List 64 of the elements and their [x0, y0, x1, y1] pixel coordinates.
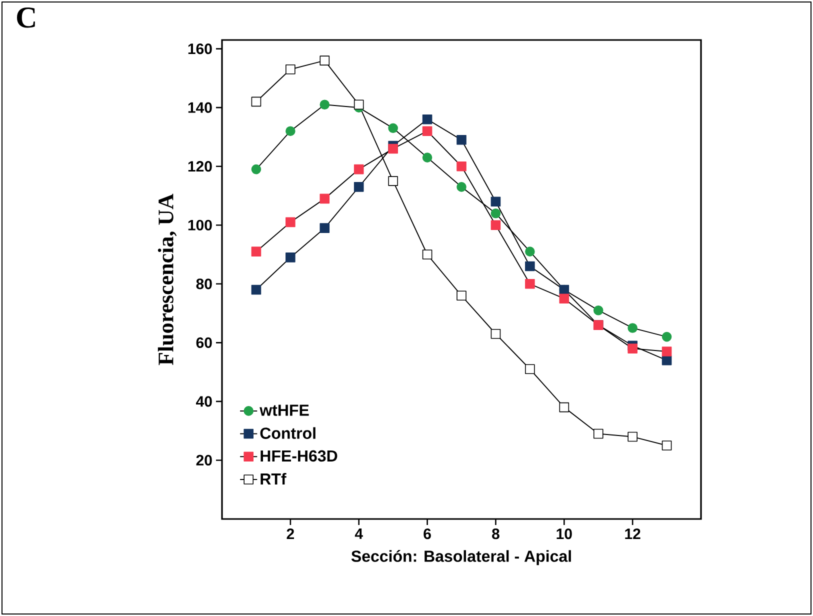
- y-tick-label: 40: [196, 396, 212, 407]
- point: [593, 305, 604, 316]
- x-tick-label: 10: [556, 528, 572, 540]
- x-tick-label: 4: [354, 528, 363, 539]
- y-tick-label: 160: [188, 44, 212, 54]
- point: [422, 126, 432, 136]
- y-tick-label: 120: [188, 161, 212, 172]
- point: [456, 182, 466, 192]
- text: C: [16, 8, 35, 28]
- point: [320, 223, 330, 233]
- x-tick-label: 12: [625, 528, 640, 540]
- point: [320, 56, 330, 66]
- point: [422, 114, 432, 124]
- x-tick-label: 6: [424, 528, 431, 540]
- x-tick-label: 8: [492, 528, 500, 540]
- y-tick-label: 80: [196, 278, 212, 290]
- point: [628, 432, 638, 442]
- point: [422, 152, 432, 162]
- x-axis-title: Sección: Basolateral - Apical: [351, 550, 571, 566]
- point: [354, 164, 364, 174]
- point: [251, 96, 262, 107]
- point: [320, 194, 330, 204]
- point: [286, 126, 296, 136]
- point: [456, 161, 466, 172]
- x-tick-label: 2: [286, 528, 294, 540]
- point: [456, 290, 466, 301]
- point: [354, 182, 364, 192]
- point: [286, 64, 296, 74]
- legend-label: Control: [260, 427, 316, 439]
- legend-label: RTf: [260, 472, 286, 485]
- point: [251, 284, 262, 295]
- point: [320, 100, 330, 110]
- point: [525, 279, 535, 289]
- legend-label: HFE-H63D: [260, 450, 338, 462]
- point: [388, 144, 398, 154]
- point: [422, 250, 432, 260]
- point: [559, 294, 570, 304]
- point: [490, 220, 501, 230]
- y-tick-label: 20: [196, 454, 212, 466]
- point: [662, 346, 672, 356]
- y-tick-label: 100: [188, 220, 212, 230]
- point: [559, 402, 570, 412]
- point: [251, 246, 262, 256]
- y-axis-title: Fluorescencia, UA: [158, 194, 177, 366]
- point: [286, 252, 296, 262]
- point: [662, 440, 672, 450]
- point: [388, 123, 398, 134]
- point: [628, 323, 638, 333]
- point: [593, 428, 604, 439]
- point: [525, 261, 535, 272]
- point: [490, 208, 501, 218]
- point: [490, 328, 501, 339]
- point: [525, 364, 535, 374]
- point: [628, 344, 638, 354]
- point: [354, 100, 364, 110]
- y-tick-label: 60: [196, 337, 212, 348]
- legend-label: wtHFE: [260, 404, 309, 416]
- point: [662, 332, 672, 342]
- point: [456, 135, 466, 145]
- y-tick-label: 140: [188, 102, 212, 113]
- point: [286, 217, 296, 228]
- point: [525, 246, 535, 256]
- point: [251, 164, 262, 174]
- point: [490, 196, 501, 207]
